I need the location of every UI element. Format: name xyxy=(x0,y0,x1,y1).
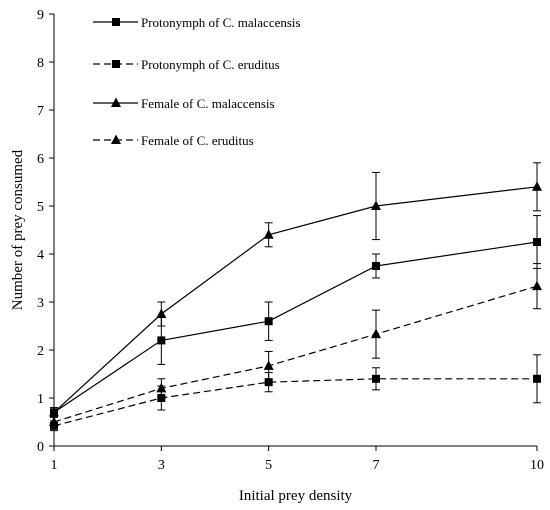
series-line xyxy=(53,285,538,423)
series-3 xyxy=(49,263,542,428)
y-tick-label: 4 xyxy=(37,248,44,263)
legend-item: Protonymph of C. malaccensis xyxy=(93,15,301,30)
x-tick-label: 5 xyxy=(265,458,272,473)
series-line xyxy=(53,378,537,427)
data-point xyxy=(532,280,542,291)
series-layer xyxy=(49,162,542,432)
legend-label: Protonymph of C. eruditus xyxy=(141,57,280,72)
y-tick-label: 3 xyxy=(37,296,44,311)
data-point xyxy=(157,336,166,345)
y-tick-label: 2 xyxy=(37,344,44,359)
x-tick-label: 1 xyxy=(51,458,58,473)
series-line xyxy=(53,241,538,413)
legend-marker xyxy=(111,134,121,144)
legend-item: Female of C. eruditus xyxy=(93,133,254,148)
legend: Protonymph of C. malaccensis Protonymph o… xyxy=(93,15,301,148)
y-tick-label: 1 xyxy=(37,392,44,407)
legend-marker xyxy=(111,97,121,107)
legend-item: Protonymph of C. eruditus xyxy=(93,57,280,72)
legend-item: Female of C. malaccensis xyxy=(93,96,275,111)
y-axis-title: Number of prey consumed xyxy=(10,149,26,310)
data-point xyxy=(532,181,542,191)
y-tick-label: 6 xyxy=(37,152,44,167)
legend-marker xyxy=(112,60,120,68)
series-2 xyxy=(49,162,542,418)
data-point xyxy=(372,374,380,383)
x-axis-title: Initial prey density xyxy=(239,488,353,504)
data-point xyxy=(264,317,273,326)
y-axis-ticks: 0 1 2 3 4 5 6 7 8 9 xyxy=(37,8,54,455)
data-point xyxy=(49,416,59,426)
data-point xyxy=(371,328,381,339)
y-tick-label: 9 xyxy=(37,8,44,23)
data-point xyxy=(264,378,273,387)
data-point xyxy=(371,200,381,210)
data-point xyxy=(372,262,380,270)
data-point xyxy=(156,382,167,393)
series-0 xyxy=(50,215,541,418)
series-line xyxy=(53,186,538,413)
legend-marker xyxy=(112,18,120,26)
x-tick-label: 3 xyxy=(158,458,165,473)
data-point xyxy=(533,374,541,383)
x-tick-label: 10 xyxy=(530,458,544,473)
y-tick-label: 7 xyxy=(37,104,44,119)
data-point xyxy=(49,406,59,417)
x-tick-label: 7 xyxy=(373,458,380,473)
y-tick-label: 0 xyxy=(37,440,44,455)
legend-label: Protonymph of C. malaccensis xyxy=(141,15,301,30)
data-point xyxy=(533,238,541,246)
y-tick-label: 8 xyxy=(37,56,44,71)
data-point xyxy=(263,360,274,370)
x-axis-ticks: 1 3 5 7 10 xyxy=(51,446,544,473)
data-point xyxy=(263,229,274,239)
legend-label: Female of C. eruditus xyxy=(141,133,254,148)
legend-label: Female of C. malaccensis xyxy=(141,96,275,111)
data-point xyxy=(156,308,167,318)
axes xyxy=(53,14,537,447)
y-tick-label: 5 xyxy=(37,200,44,215)
